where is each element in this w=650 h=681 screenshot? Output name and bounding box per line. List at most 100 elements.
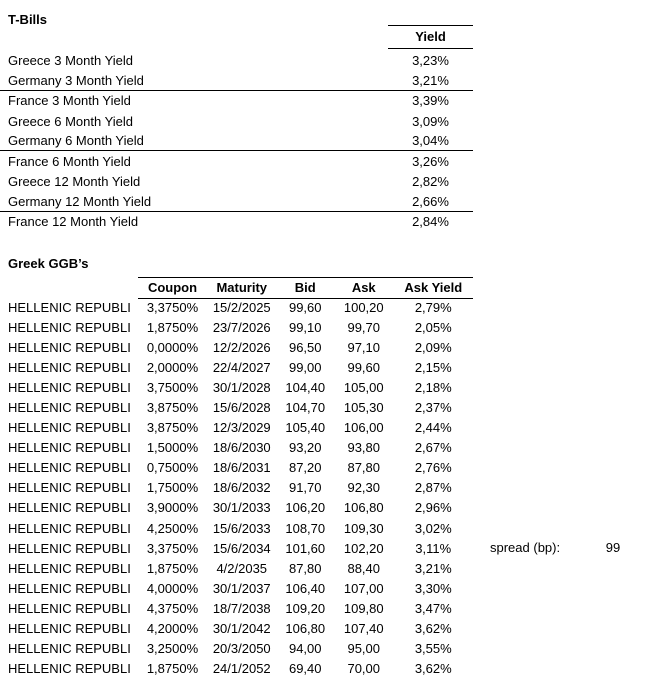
bond-name-cell: HELLENIC REPUBLI	[8, 520, 131, 536]
tbill-row: Greece 12 Month Yield 2,82%	[0, 171, 473, 191]
ask-cell: 107,40	[343, 620, 384, 636]
bid-cell: 108,70	[285, 520, 326, 536]
ggb-bond-row: HELLENIC REPUBLI 3,2500% 20/3/2050 94,00…	[0, 638, 473, 658]
column-header-coupon: Coupon	[147, 280, 198, 296]
ask-cell: 87,80	[347, 460, 381, 476]
maturity-cell: 30/1/2037	[212, 580, 271, 596]
maturity-cell: 18/6/2030	[212, 440, 271, 456]
tbill-row: Greece 6 Month Yield 3,09%	[0, 111, 473, 131]
tbill-row: Germany 12 Month Yield 2,66%	[0, 192, 473, 212]
ask-yield-cell: 3,47%	[414, 600, 452, 616]
ggb-bond-row: HELLENIC REPUBLI 1,8750% 23/7/2026 99,10…	[0, 318, 473, 338]
coupon-cell: 3,8750%	[146, 420, 199, 436]
ggb-bond-row: HELLENIC REPUBLI 4,2000% 30/1/2042 106,8…	[0, 618, 473, 638]
coupon-cell: 1,8750%	[146, 660, 199, 676]
tbill-label: Greece 3 Month Yield	[8, 53, 134, 69]
maturity-cell: 12/2/2026	[212, 340, 271, 356]
tbill-row: France 6 Month Yield 3,26%	[0, 151, 473, 171]
coupon-cell: 0,7500%	[146, 460, 199, 476]
ask-yield-cell: 2,44%	[414, 420, 452, 436]
tbill-yield-value: 3,23%	[412, 53, 449, 69]
ask-cell: 92,30	[347, 480, 381, 496]
bond-name-cell: HELLENIC REPUBLI	[8, 660, 131, 676]
bid-cell: 93,20	[288, 440, 322, 456]
ask-cell: 107,00	[343, 580, 384, 596]
ask-yield-cell: 3,62%	[414, 660, 452, 676]
bond-name-cell: HELLENIC REPUBLI	[8, 540, 131, 556]
coupon-cell: 1,5000%	[146, 440, 199, 456]
tbill-label: Germany 6 Month Yield	[8, 133, 144, 149]
bid-cell: 87,80	[288, 560, 322, 576]
tbill-label: France 6 Month Yield	[8, 153, 131, 169]
ask-cell: 105,00	[343, 380, 384, 396]
tbill-yield-value: 3,26%	[412, 153, 449, 169]
bond-name-cell: HELLENIC REPUBLI	[8, 340, 131, 356]
coupon-cell: 3,8750%	[146, 400, 199, 416]
ask-yield-cell: 3,11%	[415, 540, 452, 556]
bond-name-cell: HELLENIC REPUBLI	[8, 360, 131, 376]
maturity-cell: 30/1/2028	[212, 380, 271, 396]
ggb-table: HELLENIC REPUBLI 3,3750% 15/2/2025 99,60…	[0, 298, 473, 679]
yield-column-header-label: Yield	[415, 29, 446, 45]
maturity-cell: 15/6/2033	[212, 520, 271, 536]
bid-cell: 87,20	[288, 460, 322, 476]
ask-cell: 106,80	[343, 500, 384, 516]
maturity-cell: 4/2/2035	[216, 560, 268, 576]
ggb-bond-row: HELLENIC REPUBLI 0,0000% 12/2/2026 96,50…	[0, 338, 473, 358]
ask-cell: 109,30	[343, 520, 384, 536]
coupon-cell: 0,0000%	[146, 340, 199, 356]
tbill-row: Germany 6 Month Yield 3,04%	[0, 131, 473, 152]
ask-cell: 102,20	[343, 540, 384, 556]
tbill-yield-value: 2,66%	[412, 193, 449, 209]
ask-yield-cell: 2,79%	[414, 300, 452, 316]
ask-yield-cell: 2,09%	[414, 340, 452, 356]
bid-cell: 106,80	[285, 620, 326, 636]
coupon-cell: 1,8750%	[146, 560, 199, 576]
tbill-yield-value: 3,09%	[412, 113, 449, 129]
ggb-bond-row: HELLENIC REPUBLI 3,8750% 15/6/2028 104,7…	[0, 398, 473, 418]
ggb-bond-row: HELLENIC REPUBLI 4,3750% 18/7/2038 109,2…	[0, 598, 473, 618]
coupon-cell: 4,3750%	[146, 600, 199, 616]
column-header-bid: Bid	[294, 280, 316, 296]
ggb-bond-row: HELLENIC REPUBLI 3,3750% 15/2/2025 99,60…	[0, 298, 473, 318]
bid-cell: 109,20	[285, 600, 326, 616]
ask-cell: 97,10	[347, 340, 381, 356]
bid-cell: 96,50	[288, 340, 322, 356]
coupon-cell: 3,3750%	[146, 300, 199, 316]
ask-cell: 106,00	[343, 420, 384, 436]
maturity-cell: 18/6/2032	[212, 480, 271, 496]
ask-yield-cell: 2,05%	[414, 320, 452, 336]
bond-name-cell: HELLENIC REPUBLI	[8, 500, 131, 516]
spread-value: 99	[605, 540, 621, 555]
tbill-label: France 12 Month Yield	[8, 214, 139, 230]
yield-column-header: Yield	[388, 25, 473, 49]
ask-cell: 99,60	[347, 360, 381, 376]
tbill-row: France 12 Month Yield 2,84%	[0, 212, 473, 232]
tbill-yield-value: 2,84%	[412, 214, 449, 230]
ggb-bond-row: HELLENIC REPUBLI 0,7500% 18/6/2031 87,20…	[0, 458, 473, 478]
coupon-cell: 2,0000%	[146, 360, 199, 376]
coupon-cell: 1,8750%	[146, 320, 199, 336]
maturity-cell: 18/7/2038	[212, 600, 271, 616]
bid-cell: 99,00	[288, 360, 322, 376]
bid-cell: 94,00	[288, 640, 322, 656]
ggb-bond-row: HELLENIC REPUBLI 1,8750% 24/1/2052 69,40…	[0, 658, 473, 678]
ask-yield-cell: 3,30%	[414, 580, 452, 596]
ask-cell: 95,00	[347, 640, 381, 656]
bond-name-cell: HELLENIC REPUBLI	[8, 320, 131, 336]
ask-yield-cell: 2,67%	[414, 440, 452, 456]
ggb-table-header-row: Coupon Maturity Bid Ask Ask Yield	[138, 277, 473, 299]
bond-name-cell: HELLENIC REPUBLI	[8, 300, 131, 316]
bond-name-cell: HELLENIC REPUBLI	[8, 380, 131, 396]
tbill-row: France 3 Month Yield 3,39%	[0, 91, 473, 111]
ask-yield-cell: 2,96%	[414, 500, 452, 516]
bid-cell: 105,40	[285, 420, 326, 436]
ask-yield-cell: 2,15%	[414, 360, 452, 376]
ask-cell: 109,80	[343, 600, 384, 616]
ggb-bond-row: HELLENIC REPUBLI 1,8750% 4/2/2035 87,80 …	[0, 558, 473, 578]
column-header-ask-yield: Ask Yield	[404, 280, 463, 296]
ask-yield-cell: 2,87%	[414, 480, 452, 496]
tbill-row: Germany 3 Month Yield 3,21%	[0, 71, 473, 91]
ggb-bond-row: HELLENIC REPUBLI 1,5000% 18/6/2030 93,20…	[0, 438, 473, 458]
ggb-bond-row: HELLENIC REPUBLI 3,9000% 30/1/2033 106,2…	[0, 498, 473, 518]
